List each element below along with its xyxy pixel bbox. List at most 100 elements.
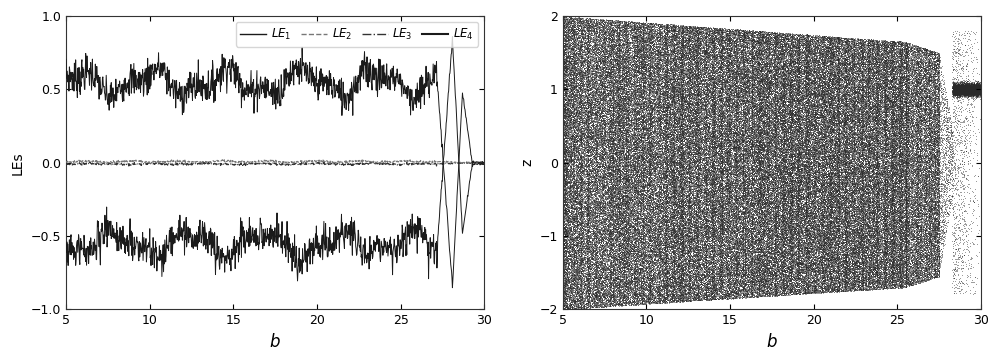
- Point: [947, 85, 963, 91]
- Point: [958, 86, 974, 92]
- Point: [930, 200, 946, 206]
- Point: [617, 210, 633, 215]
- Point: [879, 181, 895, 187]
- Point: [908, 79, 924, 85]
- Point: [751, 139, 767, 145]
- Point: [950, 87, 966, 92]
- Point: [556, 58, 572, 64]
- Point: [589, 241, 605, 247]
- Point: [810, 154, 826, 160]
- Point: [641, 169, 657, 174]
- Point: [857, 203, 873, 209]
- Point: [841, 155, 857, 161]
- Point: [832, 183, 848, 189]
- Point: [565, 127, 581, 133]
- Point: [905, 231, 921, 237]
- Point: [899, 84, 915, 90]
- Point: [806, 172, 822, 178]
- Point: [744, 31, 760, 37]
- Point: [574, 181, 590, 187]
- Point: [699, 49, 715, 55]
- Point: [701, 110, 717, 116]
- Point: [618, 223, 634, 228]
- Point: [808, 84, 824, 90]
- Point: [777, 249, 793, 255]
- Point: [768, 178, 784, 184]
- Point: [806, 114, 822, 119]
- Point: [687, 253, 703, 259]
- Point: [911, 109, 927, 115]
- Point: [759, 232, 775, 238]
- Point: [737, 253, 753, 259]
- Point: [605, 106, 621, 112]
- Point: [655, 276, 671, 282]
- Point: [602, 130, 618, 135]
- Point: [886, 99, 902, 105]
- Point: [607, 275, 623, 281]
- Point: [916, 272, 932, 278]
- Point: [603, 33, 619, 38]
- Point: [650, 22, 666, 28]
- Point: [578, 209, 594, 215]
- Point: [799, 203, 815, 209]
- Point: [647, 243, 663, 249]
- Point: [734, 232, 750, 238]
- Point: [709, 291, 725, 297]
- Point: [651, 129, 667, 135]
- Point: [738, 258, 754, 264]
- Point: [648, 66, 664, 72]
- Point: [583, 191, 599, 197]
- Point: [777, 228, 793, 233]
- Point: [842, 117, 858, 122]
- Point: [641, 286, 657, 292]
- Point: [713, 242, 729, 248]
- Point: [905, 63, 921, 69]
- Point: [618, 83, 634, 89]
- Point: [775, 273, 791, 279]
- Point: [829, 140, 845, 146]
- Point: [660, 134, 676, 139]
- Point: [784, 95, 800, 101]
- Point: [616, 71, 632, 76]
- Point: [900, 187, 916, 193]
- Point: [801, 179, 817, 185]
- Point: [713, 171, 729, 177]
- Point: [763, 66, 779, 72]
- Point: [843, 156, 859, 162]
- Point: [931, 254, 947, 260]
- Point: [561, 141, 577, 147]
- Point: [748, 98, 764, 104]
- Point: [722, 221, 738, 227]
- Point: [825, 269, 841, 274]
- Point: [682, 75, 698, 80]
- Point: [593, 155, 609, 160]
- Point: [968, 90, 984, 96]
- Point: [893, 190, 909, 196]
- Point: [668, 58, 684, 63]
- Point: [825, 191, 841, 197]
- Point: [804, 36, 820, 42]
- Point: [620, 92, 636, 97]
- Point: [580, 299, 596, 304]
- Point: [642, 237, 658, 243]
- Point: [896, 197, 912, 203]
- Point: [711, 262, 727, 268]
- Point: [620, 200, 636, 206]
- Point: [810, 207, 826, 213]
- Point: [579, 198, 595, 203]
- Point: [765, 162, 781, 168]
- Point: [783, 216, 799, 222]
- Point: [873, 42, 889, 48]
- Point: [840, 97, 856, 102]
- Point: [561, 45, 577, 51]
- Point: [625, 139, 641, 145]
- Point: [566, 139, 582, 144]
- Point: [713, 158, 729, 164]
- Point: [561, 43, 577, 49]
- Point: [737, 34, 753, 40]
- Point: [568, 33, 584, 39]
- Point: [758, 191, 774, 197]
- Point: [859, 51, 875, 57]
- Point: [802, 282, 818, 288]
- Point: [730, 247, 746, 252]
